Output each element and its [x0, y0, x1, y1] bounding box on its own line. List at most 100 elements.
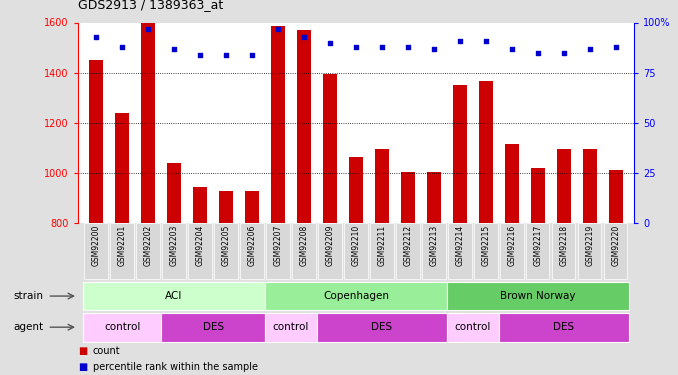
Point — [169, 46, 180, 52]
Bar — [531, 168, 545, 223]
Point — [298, 33, 309, 39]
Text: ■: ■ — [78, 362, 87, 372]
Text: GSM92204: GSM92204 — [195, 225, 205, 266]
Text: GSM92201: GSM92201 — [118, 225, 127, 266]
FancyBboxPatch shape — [422, 223, 445, 279]
FancyBboxPatch shape — [292, 223, 316, 279]
FancyBboxPatch shape — [214, 223, 238, 279]
FancyBboxPatch shape — [474, 223, 498, 279]
Text: GSM92205: GSM92205 — [222, 225, 231, 266]
Point — [454, 38, 465, 44]
Point — [325, 40, 336, 46]
Point — [142, 26, 153, 32]
FancyBboxPatch shape — [499, 313, 629, 342]
FancyBboxPatch shape — [136, 223, 160, 279]
Bar — [245, 190, 259, 223]
Bar — [426, 172, 441, 223]
Text: GSM92200: GSM92200 — [92, 225, 100, 266]
Point — [351, 44, 361, 50]
Text: GDS2913 / 1389363_at: GDS2913 / 1389363_at — [78, 0, 223, 11]
Text: control: control — [104, 322, 140, 332]
FancyBboxPatch shape — [85, 223, 108, 279]
Text: GSM92216: GSM92216 — [507, 225, 517, 266]
Bar — [297, 30, 311, 223]
Bar — [479, 81, 493, 223]
FancyBboxPatch shape — [396, 223, 420, 279]
Bar — [401, 172, 415, 223]
Text: DES: DES — [553, 322, 574, 332]
Point — [559, 50, 570, 55]
Text: percentile rank within the sample: percentile rank within the sample — [93, 362, 258, 372]
Bar — [348, 157, 363, 223]
FancyBboxPatch shape — [265, 313, 317, 342]
Bar — [557, 149, 571, 223]
Text: GSM92208: GSM92208 — [300, 225, 308, 266]
FancyBboxPatch shape — [83, 282, 265, 310]
Bar — [271, 26, 285, 223]
FancyBboxPatch shape — [161, 313, 265, 342]
Text: GSM92202: GSM92202 — [144, 225, 153, 266]
Point — [428, 46, 439, 52]
Text: control: control — [273, 322, 309, 332]
Text: strain: strain — [14, 291, 43, 301]
FancyBboxPatch shape — [552, 223, 576, 279]
Point — [91, 33, 102, 39]
FancyBboxPatch shape — [265, 282, 447, 310]
FancyBboxPatch shape — [344, 223, 367, 279]
Bar — [323, 74, 337, 223]
Text: GSM92203: GSM92203 — [170, 225, 178, 266]
Point — [532, 50, 543, 55]
FancyBboxPatch shape — [448, 223, 472, 279]
Text: GSM92210: GSM92210 — [351, 225, 361, 266]
FancyBboxPatch shape — [163, 223, 186, 279]
Text: ACI: ACI — [165, 291, 183, 301]
Bar — [193, 187, 207, 223]
Point — [273, 26, 283, 32]
Text: GSM92213: GSM92213 — [429, 225, 439, 266]
FancyBboxPatch shape — [111, 223, 134, 279]
FancyBboxPatch shape — [447, 282, 629, 310]
FancyBboxPatch shape — [500, 223, 523, 279]
Text: GSM92207: GSM92207 — [273, 225, 283, 266]
Point — [610, 44, 621, 50]
Bar — [89, 60, 103, 223]
FancyBboxPatch shape — [370, 223, 394, 279]
Text: DES: DES — [372, 322, 393, 332]
Point — [376, 44, 387, 50]
Text: Brown Norway: Brown Norway — [500, 291, 576, 301]
Point — [220, 52, 231, 58]
Point — [195, 52, 205, 58]
Bar — [115, 113, 129, 223]
Text: DES: DES — [203, 322, 224, 332]
Bar — [219, 190, 233, 223]
Text: GSM92218: GSM92218 — [559, 225, 568, 266]
Point — [117, 44, 127, 50]
FancyBboxPatch shape — [317, 313, 447, 342]
Text: GSM92211: GSM92211 — [378, 225, 386, 266]
FancyBboxPatch shape — [83, 313, 161, 342]
Point — [247, 52, 258, 58]
Bar — [453, 85, 467, 223]
Point — [403, 44, 414, 50]
FancyBboxPatch shape — [578, 223, 601, 279]
Point — [481, 38, 492, 44]
FancyBboxPatch shape — [240, 223, 264, 279]
FancyBboxPatch shape — [318, 223, 342, 279]
Bar — [375, 149, 389, 223]
Text: GSM92214: GSM92214 — [456, 225, 464, 266]
FancyBboxPatch shape — [266, 223, 290, 279]
Text: count: count — [93, 346, 121, 356]
Text: GSM92220: GSM92220 — [612, 225, 620, 266]
Point — [506, 46, 517, 52]
Bar — [504, 144, 519, 223]
Point — [584, 46, 595, 52]
Text: GSM92212: GSM92212 — [403, 225, 412, 266]
Text: GSM92206: GSM92206 — [247, 225, 256, 266]
Text: Copenhagen: Copenhagen — [323, 291, 389, 301]
FancyBboxPatch shape — [188, 223, 212, 279]
Bar — [609, 171, 623, 223]
Text: agent: agent — [14, 322, 43, 332]
FancyBboxPatch shape — [447, 313, 499, 342]
Text: GSM92219: GSM92219 — [585, 225, 594, 266]
Bar — [582, 149, 597, 223]
